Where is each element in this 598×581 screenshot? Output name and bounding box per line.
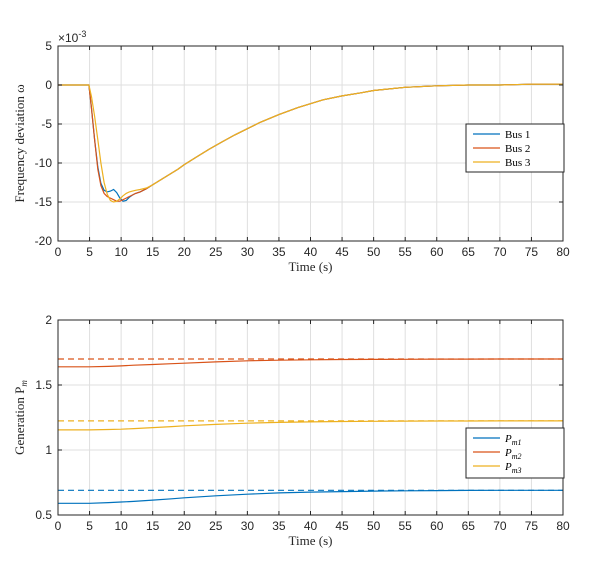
x-tick-label: 0	[55, 519, 62, 533]
legend-box	[465, 427, 565, 479]
y-tick-label: 0	[45, 78, 52, 92]
x-tick-label: 30	[241, 245, 255, 259]
x-tick-label: 40	[304, 245, 318, 259]
x-tick-label: 35	[272, 519, 286, 533]
x-tick-label: 80	[556, 245, 570, 259]
y-exponent-value: -3	[78, 29, 86, 39]
x-tick-label: 50	[367, 519, 381, 533]
plot-1: 0 5 10 15 20 25 30 35 40 45 50 55 60 65 70 75 8050-5-10-…	[12, 29, 570, 274]
legend-entry-subscript: m3	[512, 466, 522, 475]
y-tick-label: 1.5	[35, 378, 52, 392]
y-tick-label: -15	[35, 195, 53, 209]
x-tick-label: 15	[146, 519, 160, 533]
x-tick-label: 55	[399, 519, 413, 533]
x-tick-label: 20	[178, 245, 192, 259]
x-tick-label: 5	[86, 519, 93, 533]
series-line-bus-3	[58, 83, 563, 203]
x-tick-label: 35	[272, 245, 286, 259]
plot-2: 0 5 10 15 20 25 30 35 40 45 50 55 60 65 70 75 80 2 1.5 1 0.5…	[12, 313, 570, 548]
x-tick-label: 30	[241, 519, 255, 533]
x-tick-label: 55	[399, 245, 413, 259]
x-axis-label: Time (s)	[289, 533, 333, 548]
x-tick-label: 15	[146, 245, 160, 259]
x-tick-label: 25	[209, 519, 223, 533]
legend-entry: Bus 3	[505, 157, 531, 169]
x-tick-label: 45	[335, 519, 349, 533]
x-tick-label: 60	[430, 245, 444, 259]
y-tick-label: 1	[45, 443, 52, 457]
legend-entry: Bus 2	[505, 143, 530, 155]
y-tick-label: -5	[41, 117, 52, 131]
y-tick-label: -10	[35, 156, 53, 170]
y-tick-label: 2	[45, 313, 52, 327]
legend-entry-subscript: m2	[512, 452, 522, 461]
legend-entry-subscript: m1	[512, 438, 522, 447]
x-tick-label: 70	[493, 519, 507, 533]
x-tick-label: 70	[493, 245, 507, 259]
x-tick-label: 0	[55, 245, 62, 259]
x-axis-label: Time (s)	[289, 259, 333, 274]
x-tick-label: 20	[178, 519, 192, 533]
x-tick-label: 10	[114, 519, 128, 533]
y-tick-label: 5	[45, 39, 52, 53]
x-tick-label: 60	[430, 519, 444, 533]
y-tick-label: 0.5	[35, 508, 52, 522]
x-tick-label: 45	[335, 245, 349, 259]
legend-entry: Bus 1	[505, 129, 530, 141]
x-tick-label: 40	[304, 519, 318, 533]
y-tick-label: -20	[35, 234, 53, 248]
x-tick-label: 80	[556, 519, 570, 533]
x-tick-label: 25	[209, 245, 223, 259]
x-tick-label: 5	[86, 245, 93, 259]
x-tick-label: 50	[367, 245, 381, 259]
legend: Bus 1 Bus 2 Bus 3	[465, 123, 565, 173]
y-axis-label: Frequency deviation ω	[12, 84, 27, 203]
y-axis-label-subscript: m	[19, 380, 29, 387]
x-tick-label: 65	[462, 519, 476, 533]
x-tick-label: 10	[114, 245, 128, 259]
x-tick-label: 65	[462, 245, 476, 259]
x-tick-label: 75	[525, 245, 539, 259]
y-exponent-label: ×10-3	[58, 29, 86, 45]
y-axis-label: Generation Pm	[12, 380, 29, 455]
x-tick-label: 75	[525, 519, 539, 533]
